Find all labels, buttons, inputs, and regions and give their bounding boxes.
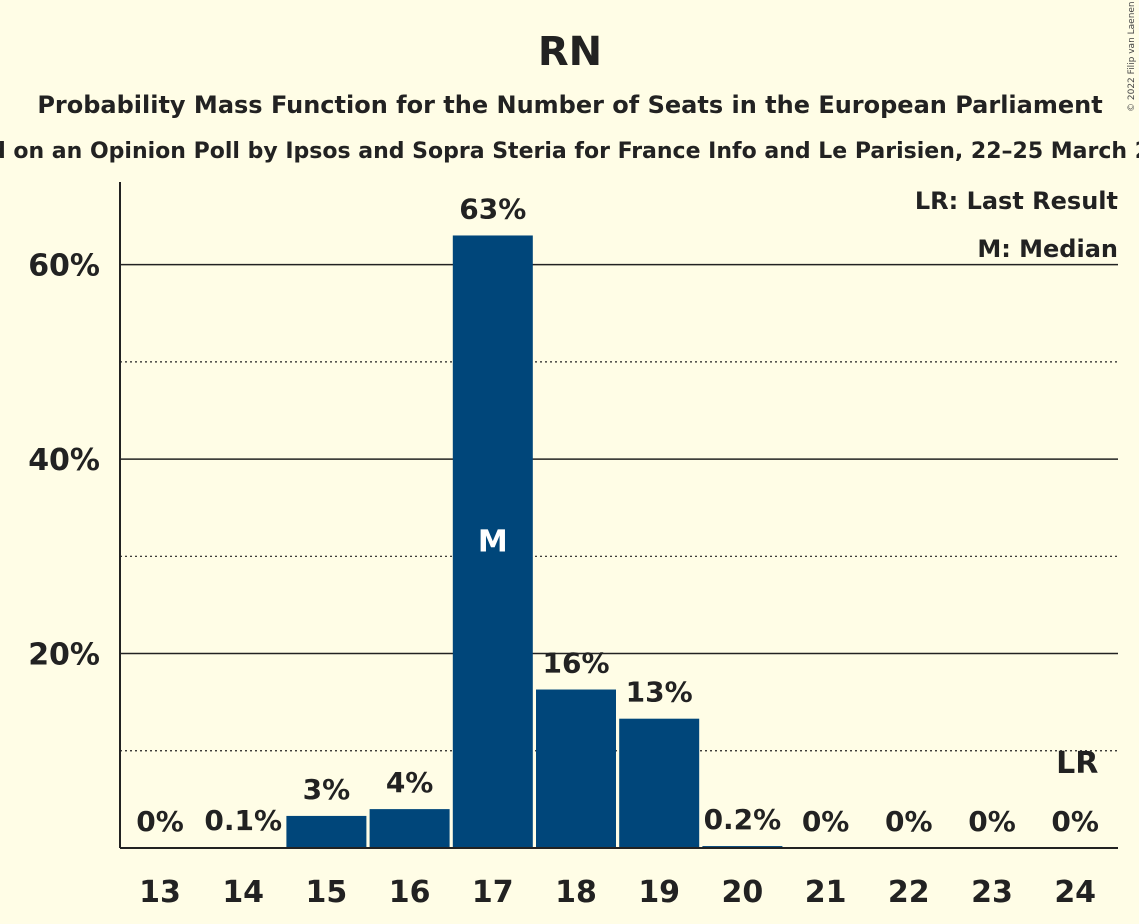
data-label: 0% <box>802 805 850 838</box>
data-label: 0.1% <box>204 804 282 837</box>
last-result-marker: LR <box>1056 746 1098 781</box>
chart-subtitle-source: d on an Opinion Poll by Ipsos and Sopra … <box>0 139 1139 164</box>
data-label: 63% <box>459 192 526 225</box>
x-tick-label: 18 <box>555 875 597 910</box>
x-tick-label: 15 <box>306 875 348 910</box>
data-label: 0% <box>1051 805 1099 838</box>
x-tick-label: 13 <box>139 875 181 910</box>
copyright-notice: © 2022 Filip van Laenen <box>1127 1 1137 112</box>
x-tick-label: 24 <box>1054 875 1096 910</box>
y-tick-label: 60% <box>28 249 100 284</box>
x-tick-label: 20 <box>722 875 764 910</box>
data-label: 0% <box>968 805 1016 838</box>
gridlines <box>120 263 1118 752</box>
bar-19 <box>619 718 700 848</box>
data-label: 0% <box>885 805 933 838</box>
legend-item: M: Median <box>977 235 1118 263</box>
x-tick-label: 17 <box>472 875 514 910</box>
data-label: 0% <box>136 805 184 838</box>
data-label: 16% <box>542 647 609 680</box>
bar-15 <box>286 815 367 848</box>
bar-16 <box>369 809 450 848</box>
legend: LR: Last Result M: Median <box>915 187 1118 263</box>
data-label: 0.2% <box>704 803 782 836</box>
median-marker: M <box>478 525 508 560</box>
x-tick-label: 14 <box>222 875 264 910</box>
data-label: 13% <box>626 676 693 709</box>
bar-17 <box>452 235 533 848</box>
legend-item: LR: Last Result <box>915 187 1118 215</box>
data-label: 4% <box>386 766 434 799</box>
bar-18 <box>536 689 616 848</box>
x-tick-label: 16 <box>389 875 431 910</box>
y-tick-label: 20% <box>28 638 100 673</box>
bars <box>203 235 783 848</box>
chart-subtitle: Probability Mass Function for the Number… <box>37 91 1102 119</box>
chart-title: RN <box>538 29 602 75</box>
x-tick-label: 23 <box>971 875 1013 910</box>
y-tick-label: 40% <box>28 443 100 478</box>
x-tick-label: 21 <box>805 875 847 910</box>
labels: 20% 40% 60% 13 0% 14 0.1% 15 3% 16 4% 17 63% 18 16% 19 1… <box>28 192 1099 910</box>
x-tick-label: 22 <box>888 875 930 910</box>
axes <box>119 182 1118 849</box>
x-tick-label: 19 <box>638 875 680 910</box>
data-label: 3% <box>303 773 351 806</box>
